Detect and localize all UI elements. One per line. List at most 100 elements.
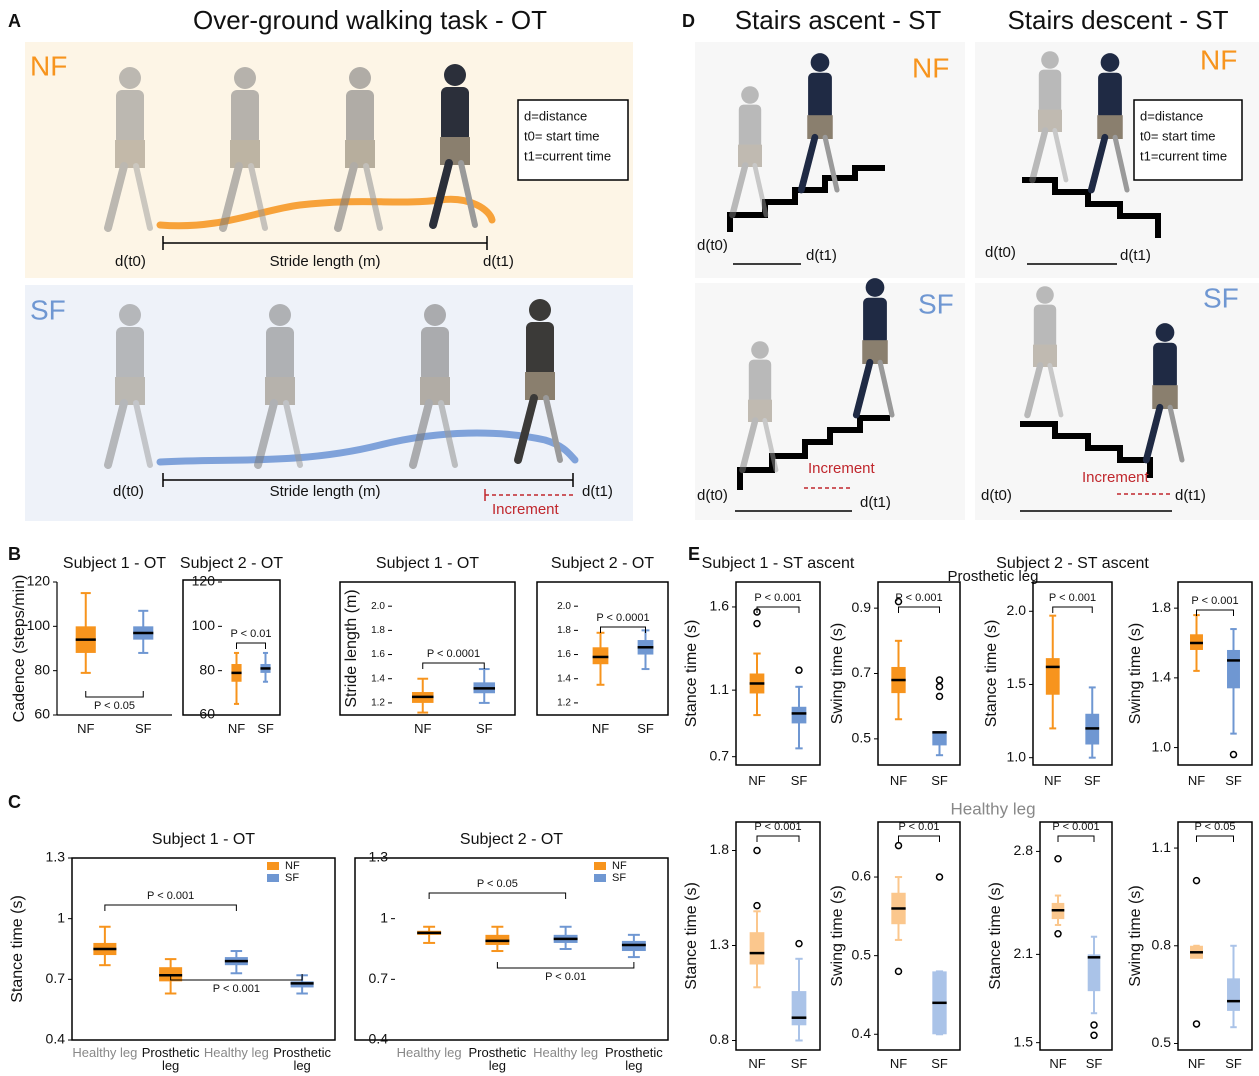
person-torso — [116, 327, 144, 382]
distance-label: d(t1) — [1120, 247, 1151, 264]
plot-frame — [878, 822, 960, 1050]
outlier — [1055, 931, 1061, 937]
person-shorts — [1097, 115, 1123, 139]
y-axis-label: Swing time (s) — [1127, 885, 1144, 986]
chart-title: Subject 2 - OT — [460, 831, 563, 848]
x-tick-label: Prosthetic leg — [136, 1046, 206, 1072]
person-head — [751, 341, 769, 359]
y-tick-label: 80 — [34, 661, 50, 677]
person-head — [119, 304, 141, 326]
y-axis-label: Stance time (s) — [983, 620, 1000, 728]
x-tick-label: Prosthetic leg — [267, 1046, 337, 1072]
significance-label: P < 0.01 — [898, 821, 939, 833]
y-tick-label: 60 — [199, 706, 215, 722]
definition: t0= start time — [524, 128, 600, 143]
x-tick-label: SF — [776, 1057, 822, 1070]
y-tick-label: 0.4 — [852, 1025, 872, 1041]
x-tick-label: Prosthetic leg — [461, 1046, 533, 1072]
person-torso — [1098, 73, 1122, 120]
significance-bracket — [423, 663, 485, 669]
distance-label: d(t1) — [806, 247, 837, 264]
outlier — [937, 874, 943, 880]
y-tick-label: 0.7 — [852, 664, 872, 680]
definition: t0= start time — [1140, 128, 1216, 143]
y-tick-label: 2.1 — [1014, 945, 1034, 961]
person-torso — [526, 322, 554, 377]
person-shorts — [345, 140, 375, 168]
plot-frame — [736, 822, 820, 1050]
person-head — [119, 67, 141, 89]
person-torso — [739, 105, 761, 149]
person-head — [424, 304, 446, 326]
y-tick-label: 1.2 — [557, 698, 571, 709]
y-tick-label: 1.2 — [371, 698, 385, 709]
person-torso — [116, 90, 144, 145]
distance-label: d(t1) — [483, 253, 514, 270]
person-torso — [346, 90, 374, 145]
significance-bracket — [105, 905, 237, 911]
increment-label: Increment — [808, 460, 876, 477]
condition-label: SF — [1203, 282, 1239, 313]
y-tick-label: 1.4 — [371, 673, 385, 684]
outlier — [1194, 878, 1200, 884]
y-axis-label: Cadence (steps/min) — [11, 575, 28, 723]
significance-bracket — [86, 691, 144, 697]
person-torso — [266, 327, 294, 382]
significance-label: P < 0.0001 — [427, 648, 480, 660]
chart-title: Subject 1 - OT — [152, 831, 255, 848]
group-heading: Healthy leg — [950, 799, 1035, 818]
y-tick-label: 1.3 — [369, 849, 389, 865]
outlier — [937, 684, 943, 690]
person-head — [1041, 51, 1059, 69]
x-tick-label: Healthy leg — [393, 1046, 465, 1059]
y-tick-label: 1.6 — [557, 649, 571, 660]
x-tick-label: SF — [1213, 1057, 1254, 1070]
distance-label: d(t0) — [697, 487, 728, 504]
y-tick-label: 1.6 — [371, 649, 385, 660]
person-shorts — [807, 115, 833, 139]
distance-label: d(t1) — [582, 483, 613, 500]
x-tick-label: NF — [876, 1057, 921, 1070]
person-shorts — [862, 340, 888, 364]
significance-label: P < 0.05 — [94, 700, 135, 712]
increment-label: Increment — [1082, 469, 1150, 486]
y-axis-label: Stance time (s) — [987, 882, 1004, 990]
legend-swatch — [594, 874, 606, 882]
box — [1088, 954, 1101, 991]
distance-label: d(t0) — [115, 253, 146, 270]
x-tick-label: NF — [734, 774, 780, 787]
y-tick-label: 2.8 — [1014, 842, 1034, 858]
definition: t1=current time — [524, 148, 611, 163]
y-tick-label: 0.4 — [369, 1031, 389, 1047]
y-tick-label: 2.0 — [1007, 602, 1027, 618]
significance-bracket — [237, 643, 266, 649]
x-tick-label: Healthy leg — [70, 1046, 140, 1059]
chart-title: Subject 1 - ST ascent — [702, 555, 855, 572]
box — [932, 732, 946, 745]
y-tick-label: 0.6 — [852, 868, 872, 884]
person-shorts — [115, 140, 145, 168]
person-head — [866, 278, 885, 297]
legend-swatch — [594, 862, 606, 870]
y-tick-label: 1.0 — [1152, 738, 1172, 754]
plot-frame — [1178, 822, 1252, 1050]
increment-label: Increment — [492, 501, 560, 518]
significance-label: P < 0.05 — [477, 878, 518, 890]
significance-label: P < 0.001 — [1052, 821, 1099, 833]
x-tick-label: NF — [734, 1057, 780, 1070]
person-shorts — [1152, 385, 1178, 409]
significance-bracket — [899, 607, 940, 613]
person-head — [269, 304, 291, 326]
x-tick-label: SF — [776, 774, 822, 787]
outlier — [796, 941, 802, 947]
person-torso — [421, 327, 449, 382]
y-axis-label: Swing time (s) — [1127, 623, 1144, 724]
y-tick-label: 100 — [192, 617, 216, 633]
legend-label: SF — [612, 872, 626, 884]
x-tick-label: SF — [621, 722, 670, 735]
y-tick-label: 120 — [27, 573, 51, 589]
y-axis-label: Swing time (s) — [829, 885, 846, 986]
chart-title: Subject 1 - OT — [63, 555, 166, 572]
y-tick-label: 1.8 — [710, 841, 730, 857]
legend-label: NF — [612, 860, 627, 872]
